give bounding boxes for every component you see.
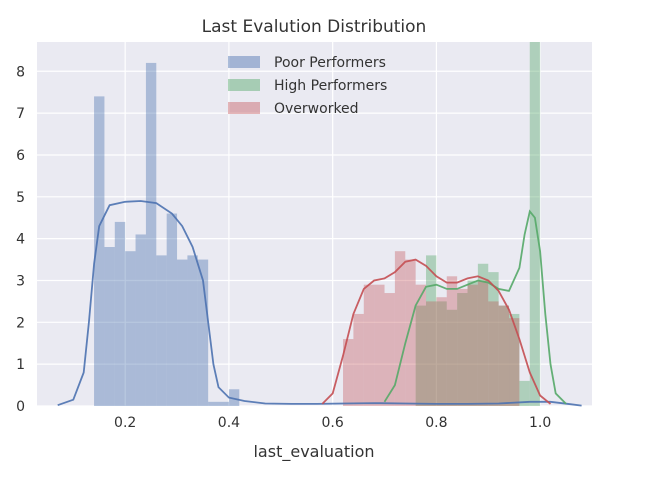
- overworked-bar: [436, 297, 447, 406]
- overworked-bar: [457, 288, 468, 406]
- overworked-bar: [426, 301, 437, 406]
- high-performers-bar: [457, 293, 468, 406]
- overworked-bar: [384, 293, 395, 406]
- overworked-bar: [498, 305, 510, 406]
- y-tick-label: 3: [16, 273, 25, 289]
- y-tick-label: 4: [16, 232, 25, 248]
- x-tick-label: 0.6: [322, 415, 344, 431]
- x-tick-label: 0.8: [425, 415, 447, 431]
- overworked-bar: [415, 284, 427, 406]
- poor-performers-bar: [114, 221, 126, 406]
- grid-layer: [37, 42, 592, 407]
- y-tick-label: 2: [16, 315, 25, 331]
- y-tick-label: 8: [16, 64, 25, 80]
- poor-performers-legend-swatch: [228, 56, 260, 68]
- high-performers-bar: [415, 305, 427, 406]
- plot-background: [37, 42, 592, 406]
- overworked-bar: [343, 339, 354, 406]
- high-performers-legend-label: High Performers: [274, 78, 387, 94]
- overworked-legend-swatch: [228, 102, 260, 114]
- overworked-bar: [363, 284, 375, 406]
- y-tick-label: 6: [16, 148, 25, 164]
- overworked-bar: [467, 284, 478, 406]
- y-tick-label: 0: [16, 399, 25, 415]
- high-performers-bar: [519, 380, 530, 406]
- legend: Poor Performers High Performers Overworked: [228, 55, 387, 117]
- overworked-bar: [446, 276, 458, 406]
- poor-performers-bar: [197, 259, 209, 406]
- high-performers-bar: [446, 309, 458, 406]
- poor-performers-bar: [156, 255, 167, 406]
- poor-performers-bar: [187, 255, 198, 406]
- overworked-bar: [477, 280, 489, 406]
- overworked-bar: [353, 313, 364, 406]
- high-performers-bar: [477, 263, 489, 406]
- poor-performers-bar: [166, 213, 178, 406]
- poor-performers-bar: [104, 247, 115, 406]
- y-tick-label: 5: [16, 190, 25, 206]
- poor-performers-bar: [218, 401, 229, 406]
- poor-performers-legend-label: Poor Performers: [274, 55, 386, 71]
- x-tick-label: 0.2: [114, 415, 136, 431]
- chart-title: Last Evalution Distribution: [202, 17, 427, 37]
- high-performers-bar: [426, 255, 437, 406]
- overworked-bar: [509, 318, 520, 406]
- high-performers-legend-swatch: [228, 79, 260, 91]
- overworked-bar: [405, 259, 416, 406]
- poor-performers-bar: [177, 259, 188, 406]
- high-performers-bar: [488, 272, 499, 406]
- poor-performers-bar: [145, 62, 157, 406]
- high-performers-bar: [436, 301, 447, 406]
- high-performers-bar: [529, 42, 541, 406]
- bars-layer: [94, 42, 541, 406]
- x-tick-label: 1.0: [529, 415, 551, 431]
- poor-performers-bar: [135, 234, 146, 406]
- x-tick-label: 0.4: [218, 415, 240, 431]
- overworked-kde-line: [321, 258, 552, 405]
- poor-performers-bar: [125, 251, 136, 406]
- overworked-bar: [374, 284, 385, 406]
- overworked-bar: [488, 301, 499, 406]
- overworked-bar: [394, 251, 406, 406]
- x-axis-label: last_evaluation: [253, 442, 374, 462]
- poor-performers-kde-line: [57, 200, 582, 407]
- high-performers-bar: [498, 305, 510, 406]
- kde-layer: [57, 200, 582, 407]
- high-performers-bar: [467, 280, 478, 406]
- high-performers-bar: [509, 313, 520, 406]
- poor-performers-bar: [228, 389, 240, 406]
- y-tick-label: 7: [16, 106, 25, 122]
- poor-performers-bar: [94, 96, 105, 406]
- poor-performers-bar: [208, 401, 219, 406]
- y-tick-label: 1: [16, 357, 25, 373]
- overworked-legend-label: Overworked: [274, 101, 359, 117]
- ticks-layer: 0.2 0.4 0.6 0.8 1.0 0 1 2 3 4 5 6 7 8: [16, 64, 551, 431]
